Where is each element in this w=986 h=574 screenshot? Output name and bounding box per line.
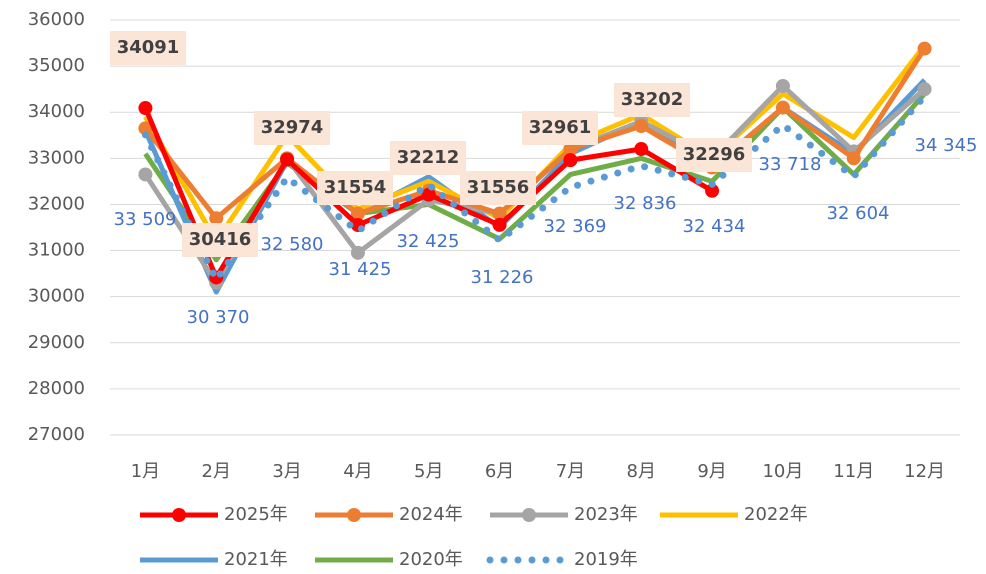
point <box>138 121 153 136</box>
x-tick-label: 5月 <box>414 461 443 482</box>
point <box>917 82 932 97</box>
point <box>917 41 932 56</box>
point <box>563 153 578 168</box>
data-label: 32 425 <box>397 231 460 252</box>
point <box>350 206 365 221</box>
data-label-box <box>390 141 466 175</box>
data-label: 32 836 <box>614 193 677 214</box>
data-label: 34091 <box>117 37 180 58</box>
x-tick-label: 10月 <box>762 461 803 482</box>
legend-label: 2023年 <box>574 504 638 525</box>
data-label: 30 370 <box>187 307 250 328</box>
data-label: 32212 <box>397 147 460 168</box>
x-tick-label: 7月 <box>556 461 585 482</box>
point <box>492 206 507 221</box>
point <box>705 183 720 198</box>
y-tick-label: 36000 <box>28 9 85 30</box>
x-tick-label: 9月 <box>697 461 726 482</box>
data-label: 32 580 <box>261 234 324 255</box>
y-tick-label: 31000 <box>28 240 85 261</box>
x-tick-label: 8月 <box>627 461 656 482</box>
data-label-box <box>182 223 258 257</box>
y-tick-label: 34000 <box>28 101 85 122</box>
point <box>138 101 153 116</box>
data-label-box <box>522 111 598 145</box>
point <box>775 78 790 93</box>
legend-label: 2020年 <box>399 549 463 570</box>
legend-marker <box>172 508 186 522</box>
y-tick-label: 27000 <box>28 424 85 445</box>
data-label: 31554 <box>324 177 387 198</box>
data-label: 31556 <box>467 177 530 198</box>
x-tick-label: 11月 <box>833 461 874 482</box>
y-tick-label: 35000 <box>28 55 85 76</box>
data-label: 32 604 <box>827 203 890 224</box>
x-tick-label: 3月 <box>272 461 301 482</box>
point <box>634 142 649 157</box>
x-tick-label: 12月 <box>904 461 945 482</box>
y-tick-label: 32000 <box>28 193 85 214</box>
data-label-box <box>460 171 536 205</box>
data-label-box <box>317 171 393 205</box>
series-line <box>141 92 929 287</box>
y-tick-label: 28000 <box>28 378 85 399</box>
data-label: 34 345 <box>915 135 978 156</box>
legend-marker <box>522 508 536 522</box>
data-label: 32 434 <box>683 216 746 237</box>
x-tick-label: 2月 <box>202 461 231 482</box>
y-tick-label: 30000 <box>28 286 85 307</box>
point <box>775 100 790 115</box>
data-label: 33 509 <box>114 209 177 230</box>
data-label: 32 369 <box>544 216 607 237</box>
legend-label: 2021年 <box>224 549 288 570</box>
legend-label: 2024年 <box>399 504 463 525</box>
point <box>209 211 224 226</box>
point <box>634 119 649 134</box>
data-label: 32961 <box>529 117 592 138</box>
legend-label: 2022年 <box>744 504 808 525</box>
x-tick-label: 4月 <box>343 461 372 482</box>
point <box>421 187 436 202</box>
data-label: 32974 <box>261 117 324 138</box>
data-label: 32296 <box>683 144 746 165</box>
data-label: 31 226 <box>471 267 534 288</box>
legend-label: 2025年 <box>224 504 288 525</box>
y-tick-label: 29000 <box>28 332 85 353</box>
y-tick-label: 33000 <box>28 147 85 168</box>
data-label-box <box>676 138 752 172</box>
point <box>563 142 578 157</box>
data-label-box <box>614 83 690 117</box>
data-label: 31 425 <box>329 259 392 280</box>
data-label: 33 718 <box>759 154 822 175</box>
point <box>280 152 295 167</box>
data-label-box <box>110 31 186 65</box>
data-label: 33202 <box>621 89 684 110</box>
point <box>350 245 365 260</box>
x-tick-label: 1月 <box>131 461 160 482</box>
point <box>846 151 861 166</box>
point <box>138 167 153 182</box>
point <box>492 217 507 232</box>
data-label: 30416 <box>189 229 252 250</box>
data-label-box <box>254 111 330 145</box>
legend-marker <box>347 508 361 522</box>
legend-label: 2019年 <box>574 549 638 570</box>
x-tick-label: 6月 <box>485 461 514 482</box>
